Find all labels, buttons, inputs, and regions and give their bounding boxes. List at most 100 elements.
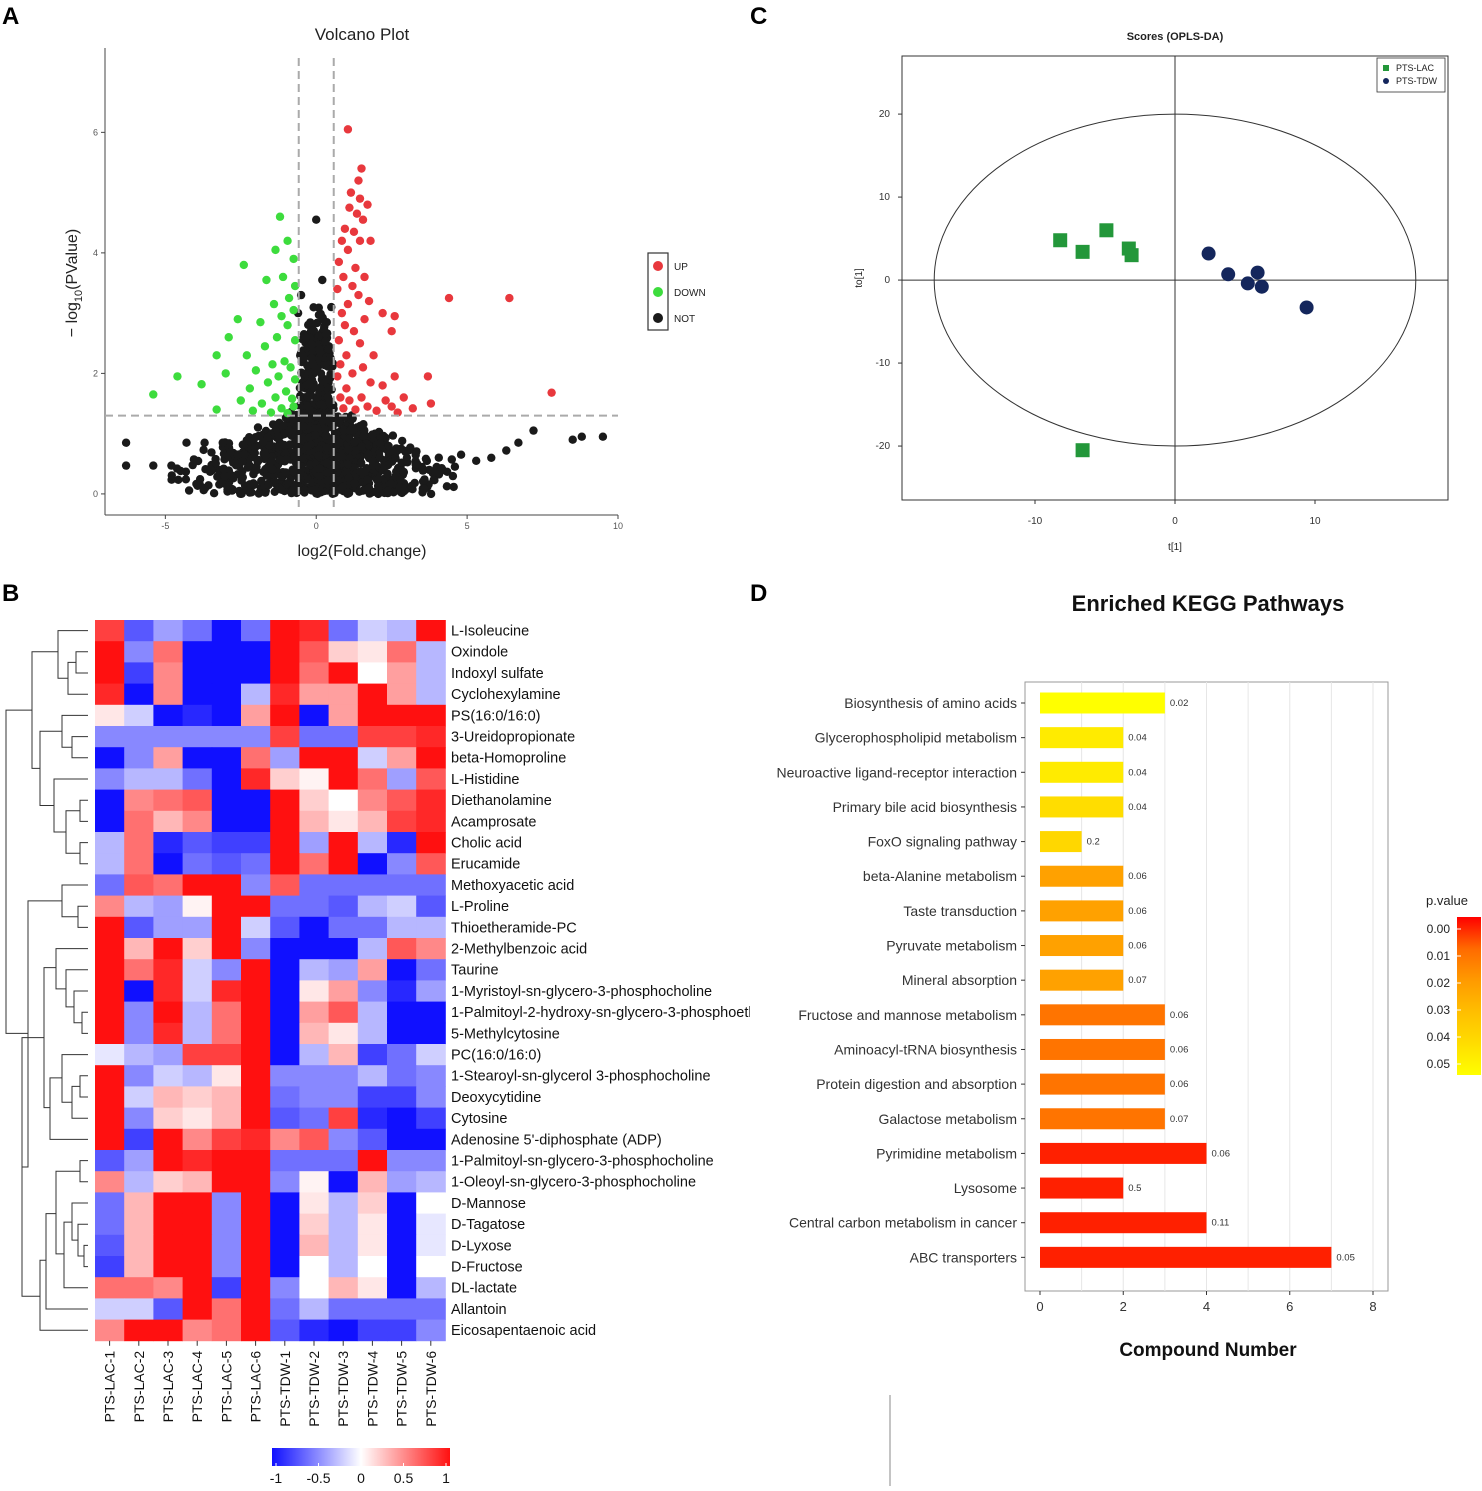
volcano-point-down bbox=[274, 372, 283, 381]
volcano-point-not bbox=[341, 412, 350, 422]
volcano-point-not bbox=[213, 472, 222, 481]
heatmap-cell bbox=[328, 662, 359, 684]
heatmap-cell bbox=[241, 1107, 271, 1130]
volcano-point-down bbox=[280, 357, 289, 366]
oplsda-point-tdw bbox=[1240, 276, 1255, 291]
heatmap-col-label: PTS-TDW-6 bbox=[423, 1351, 439, 1427]
dendrogram-branch bbox=[55, 1170, 80, 1255]
volcano-point-not bbox=[402, 446, 411, 455]
volcano-point-down bbox=[283, 320, 292, 330]
heatmap-cell bbox=[387, 641, 417, 663]
heatmap-cell bbox=[357, 1150, 388, 1172]
dendrogram-branch bbox=[61, 714, 88, 748]
heatmap-cell bbox=[270, 810, 300, 833]
heatmap-cell bbox=[95, 1171, 125, 1193]
heatmap-cell bbox=[416, 662, 446, 684]
heatmap-cell bbox=[387, 1213, 417, 1236]
heatmap-row-label: Cyclohexylamine bbox=[451, 687, 561, 703]
heatmap-cell bbox=[299, 853, 329, 875]
volcano-point-not bbox=[395, 483, 404, 492]
heatmap-cell bbox=[416, 683, 446, 706]
oplsda-point-tdw bbox=[1250, 265, 1265, 280]
volcano-point-not bbox=[293, 441, 302, 451]
heatmap-cell bbox=[153, 938, 183, 960]
volcano-point-not bbox=[448, 471, 458, 481]
heatmap-cell bbox=[153, 1256, 183, 1278]
volcano-point-down bbox=[278, 272, 288, 282]
heatmap-cell bbox=[241, 1022, 271, 1045]
heatmap-cell bbox=[357, 726, 388, 748]
heatmap-cell bbox=[328, 1107, 359, 1130]
kegg-bar-label: 0.06 bbox=[1128, 941, 1147, 952]
heatmap-cell bbox=[387, 1022, 417, 1045]
heatmap-cell bbox=[416, 1128, 446, 1151]
volcano-point-up bbox=[351, 263, 360, 273]
heatmap-cell bbox=[241, 1192, 271, 1214]
heatmap-cell bbox=[211, 1213, 242, 1236]
heatmap-cell bbox=[211, 1128, 242, 1151]
heatmap-cell bbox=[416, 1086, 446, 1108]
kegg-bar bbox=[1040, 1038, 1165, 1060]
heatmap-scale-label: 0 bbox=[357, 1470, 365, 1486]
kegg-bar bbox=[1040, 692, 1165, 714]
volcano-point-not bbox=[121, 438, 131, 447]
heatmap-cell bbox=[211, 620, 242, 642]
volcano-y-tick-label: 0 bbox=[93, 489, 98, 499]
volcano-point-not bbox=[314, 451, 323, 460]
heatmap-cell bbox=[153, 959, 183, 981]
oplsda-confidence-ellipse bbox=[933, 113, 1417, 447]
oplsda-point-lac bbox=[1053, 233, 1068, 248]
oplsda-point-tdw bbox=[1221, 267, 1236, 282]
volcano-point-not bbox=[195, 475, 205, 484]
heatmap-cell bbox=[270, 1298, 300, 1320]
heatmap-cell bbox=[270, 1234, 300, 1257]
heatmap-cell bbox=[95, 683, 125, 706]
heatmap-row-label: D-Lyxose bbox=[451, 1238, 512, 1254]
volcano-point-not bbox=[410, 478, 419, 488]
heatmap-cell bbox=[270, 874, 300, 896]
dendrogram-branch bbox=[65, 969, 88, 1008]
volcano-point-not bbox=[268, 465, 277, 474]
heatmap-cell bbox=[387, 1128, 417, 1151]
volcano-point-up bbox=[333, 372, 342, 381]
heatmap-cell bbox=[153, 980, 183, 1002]
heatmap-cell bbox=[182, 1277, 213, 1299]
kegg-bar-label: 0.02 bbox=[1170, 698, 1189, 709]
heatmap-col-label: PTS-LAC-3 bbox=[160, 1351, 176, 1423]
volcano-point-down bbox=[272, 333, 282, 342]
heatmap-cell bbox=[328, 874, 359, 896]
heatmap-cell bbox=[153, 1044, 183, 1066]
dendrogram-branch bbox=[53, 778, 88, 833]
heatmap-cell bbox=[328, 1022, 359, 1045]
volcano-point-not bbox=[311, 430, 320, 440]
heatmap-cell bbox=[241, 832, 271, 854]
heatmap-cell bbox=[211, 747, 242, 769]
heatmap-cell bbox=[299, 895, 329, 918]
volcano-point-not bbox=[449, 482, 458, 492]
heatmap-cell bbox=[299, 726, 329, 748]
heatmap-cell bbox=[299, 980, 329, 1002]
oplsda-point-lac bbox=[1124, 248, 1139, 263]
heatmap-cell bbox=[357, 832, 388, 854]
volcano-point-not bbox=[189, 455, 199, 464]
volcano-point-up bbox=[355, 339, 365, 348]
heatmap-row-label: PS(16:0/16:0) bbox=[451, 708, 540, 724]
heatmap-cell bbox=[270, 1256, 300, 1278]
heatmap-cell bbox=[241, 641, 271, 663]
heatmap-cell bbox=[357, 916, 388, 939]
volcano-point-not bbox=[285, 440, 294, 449]
kegg-category-label: beta-Alanine metabolism bbox=[863, 868, 1017, 884]
kegg-bar bbox=[1040, 1073, 1165, 1095]
volcano-x-tick-label: -5 bbox=[161, 521, 169, 531]
heatmap-col-label: PTS-TDW-5 bbox=[394, 1351, 410, 1427]
volcano-point-not bbox=[264, 480, 273, 490]
dendrogram-branch bbox=[45, 1213, 88, 1310]
heatmap-cell bbox=[182, 620, 213, 642]
heatmap-cell bbox=[270, 895, 300, 918]
heatmap-row-label: Adenosine 5'-diphosphate (ADP) bbox=[451, 1132, 662, 1148]
volcano-point-up bbox=[343, 245, 353, 255]
volcano-point-not bbox=[252, 462, 261, 471]
volcano-point-up bbox=[378, 308, 387, 318]
kegg-bar bbox=[1040, 865, 1124, 887]
volcano-point-not bbox=[167, 461, 176, 470]
